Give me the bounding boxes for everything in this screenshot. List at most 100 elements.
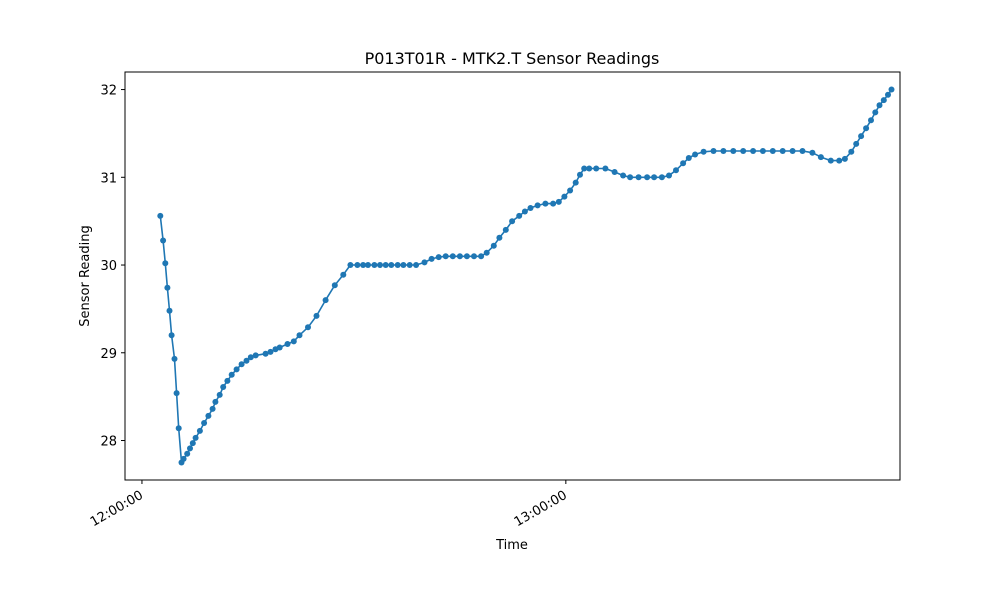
data-point bbox=[228, 371, 235, 378]
data-point bbox=[527, 205, 534, 211]
data-point bbox=[586, 165, 593, 172]
data-point bbox=[406, 262, 413, 268]
data-point bbox=[243, 357, 250, 364]
chart-title: P013T01R - MTK2.T Sensor Readings bbox=[365, 49, 660, 68]
plot-frame bbox=[124, 71, 901, 481]
data-point bbox=[759, 148, 766, 154]
data-point bbox=[313, 312, 320, 319]
data-point bbox=[848, 148, 855, 155]
data-point bbox=[365, 262, 371, 268]
data-point bbox=[888, 86, 895, 93]
data-point bbox=[627, 174, 634, 181]
data-point bbox=[567, 187, 574, 194]
data-point bbox=[435, 254, 442, 261]
data-point bbox=[658, 174, 665, 181]
data-point bbox=[175, 425, 182, 432]
data-point bbox=[836, 157, 843, 164]
data-point bbox=[876, 102, 883, 109]
x-axis-label: Time bbox=[495, 538, 528, 553]
data-point bbox=[238, 361, 245, 368]
data-point bbox=[692, 151, 699, 158]
data-point bbox=[841, 155, 848, 162]
data-point bbox=[799, 148, 806, 154]
data-point bbox=[216, 391, 223, 398]
data-point bbox=[561, 193, 568, 200]
data-point bbox=[872, 109, 879, 116]
data-point bbox=[212, 398, 219, 405]
y-tick-label-29: 29 bbox=[100, 347, 117, 362]
y-tick-label-32: 32 bbox=[100, 84, 117, 99]
data-point bbox=[868, 117, 874, 124]
data-point bbox=[593, 165, 600, 172]
data-point bbox=[483, 249, 490, 256]
data-point bbox=[490, 242, 497, 249]
data-point bbox=[428, 255, 435, 262]
y-axis-label: Sensor Reading bbox=[78, 225, 93, 326]
data-point bbox=[496, 234, 503, 241]
data-point bbox=[360, 262, 367, 268]
data-point bbox=[809, 149, 816, 156]
data-point bbox=[394, 262, 401, 268]
data-point bbox=[421, 259, 428, 266]
data-point bbox=[331, 282, 338, 289]
data-point bbox=[173, 390, 180, 397]
data-point bbox=[555, 198, 562, 205]
data-point bbox=[644, 174, 651, 181]
data-point bbox=[651, 174, 658, 181]
data-point bbox=[666, 172, 672, 179]
data-point bbox=[602, 165, 609, 172]
data-point bbox=[162, 260, 169, 267]
data-point bbox=[276, 344, 283, 351]
data-point bbox=[509, 218, 516, 225]
data-point bbox=[252, 352, 259, 359]
data-point bbox=[685, 155, 692, 161]
data-point bbox=[201, 420, 208, 426]
data-point bbox=[680, 160, 687, 167]
data-point bbox=[730, 148, 737, 154]
data-point bbox=[196, 427, 203, 434]
data-point bbox=[779, 148, 786, 154]
data-point bbox=[750, 148, 757, 154]
data-point bbox=[827, 157, 834, 164]
data-point bbox=[769, 148, 776, 154]
plot-area bbox=[157, 86, 895, 466]
data-point bbox=[388, 262, 395, 268]
data-point bbox=[290, 338, 297, 345]
data-point bbox=[581, 165, 588, 172]
data-point bbox=[224, 377, 231, 384]
data-point bbox=[700, 148, 707, 155]
data-point bbox=[534, 202, 541, 209]
data-point bbox=[858, 133, 865, 140]
data-point bbox=[340, 271, 347, 278]
data-point bbox=[817, 154, 824, 161]
data-point bbox=[572, 179, 579, 186]
data-point bbox=[463, 253, 470, 260]
data-point bbox=[502, 226, 509, 233]
data-point bbox=[449, 253, 456, 260]
data-point bbox=[267, 348, 274, 355]
data-point bbox=[322, 297, 329, 304]
data-point bbox=[354, 262, 361, 268]
data-point bbox=[550, 200, 557, 207]
data-point bbox=[789, 148, 796, 154]
data-point bbox=[853, 140, 860, 147]
data-point bbox=[521, 208, 528, 215]
data-point bbox=[371, 262, 378, 268]
data-point bbox=[400, 262, 407, 268]
y-tick-label-31: 31 bbox=[100, 171, 117, 186]
data-point bbox=[347, 262, 354, 268]
data-point bbox=[413, 262, 420, 268]
data-point bbox=[284, 341, 291, 347]
data-point bbox=[164, 284, 171, 291]
y-tick-label-30: 30 bbox=[100, 259, 117, 274]
data-point bbox=[180, 455, 187, 462]
data-point bbox=[880, 97, 887, 104]
data-point bbox=[296, 332, 303, 339]
data-point bbox=[220, 384, 227, 390]
data-point bbox=[377, 262, 383, 268]
data-point bbox=[442, 253, 449, 260]
data-point bbox=[611, 169, 618, 175]
data-point bbox=[720, 148, 727, 154]
y-axis: 28 29 30 31 32 bbox=[100, 84, 125, 450]
